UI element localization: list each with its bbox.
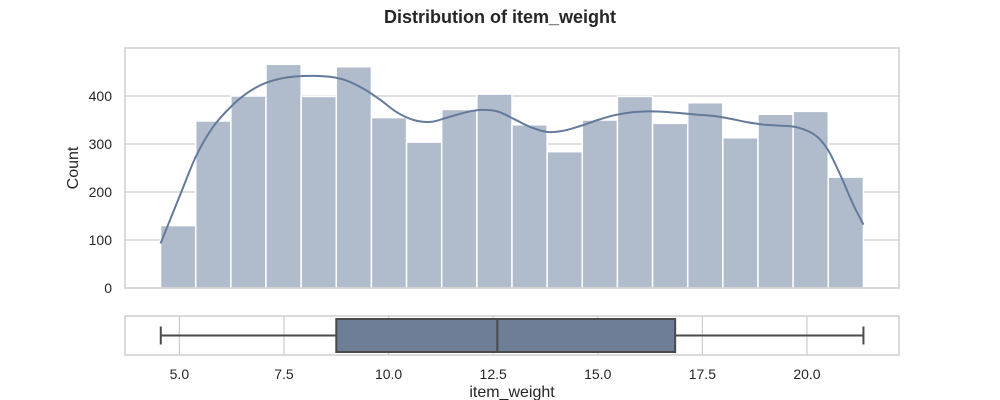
interquartile-box xyxy=(335,318,677,353)
histogram-bar xyxy=(335,65,373,289)
kde-curve xyxy=(159,74,865,244)
histogram-bar xyxy=(722,137,759,289)
y-tick-label: 400 xyxy=(89,88,113,104)
boxplot-x-tick-labels: 5.0 7.5 10.0 12.5 15.0 17.5 20.0 xyxy=(170,366,821,382)
histogram-panel: 0 100 200 300 400 Count xyxy=(65,47,900,296)
histogram-bar xyxy=(651,122,689,289)
histogram-bar xyxy=(792,110,830,289)
histogram-bar xyxy=(370,116,408,289)
histogram-bar xyxy=(581,119,619,289)
histogram-bar xyxy=(686,101,724,289)
y-tick-label: 0 xyxy=(104,280,112,296)
histogram-bar xyxy=(511,124,548,289)
histogram-frame xyxy=(124,47,900,289)
y-tick-label: 200 xyxy=(89,184,113,200)
histogram-bar xyxy=(546,150,584,289)
chart-title: Distribution of item_weight xyxy=(384,7,616,27)
histogram-bar xyxy=(300,95,338,289)
histogram-bar xyxy=(230,95,267,289)
histogram-bar xyxy=(757,113,794,289)
histogram-bar xyxy=(476,93,513,289)
histogram-bar xyxy=(405,141,443,289)
y-tick-label: 100 xyxy=(89,232,113,248)
boxplot-panel: 5.0 7.5 10.0 12.5 15.0 17.5 20.0 item_weight xyxy=(124,315,900,400)
x-tick-label: 10.0 xyxy=(375,366,402,382)
histogram-bar xyxy=(827,176,865,289)
y-tick-label: 300 xyxy=(89,136,113,152)
histogram-bar xyxy=(440,108,478,289)
histogram-bars xyxy=(159,63,865,289)
boxplot-frame xyxy=(124,315,900,356)
x-tick-label: 15.0 xyxy=(584,366,611,382)
histogram-bar xyxy=(265,63,302,289)
histogram-bar xyxy=(616,95,654,289)
histogram-bar xyxy=(194,120,232,289)
histogram-bar xyxy=(159,224,197,289)
x-tick-label: 12.5 xyxy=(480,366,507,382)
x-tick-label: 7.5 xyxy=(274,366,294,382)
boxplot-elements xyxy=(159,318,865,353)
x-tick-label: 17.5 xyxy=(689,366,716,382)
x-tick-label: 5.0 xyxy=(170,366,190,382)
y-axis-label: Count xyxy=(65,146,82,189)
histogram-y-tick-labels: 0 100 200 300 400 xyxy=(89,88,113,296)
x-tick-label: 20.0 xyxy=(793,366,820,382)
x-axis-label: item_weight xyxy=(469,384,555,400)
